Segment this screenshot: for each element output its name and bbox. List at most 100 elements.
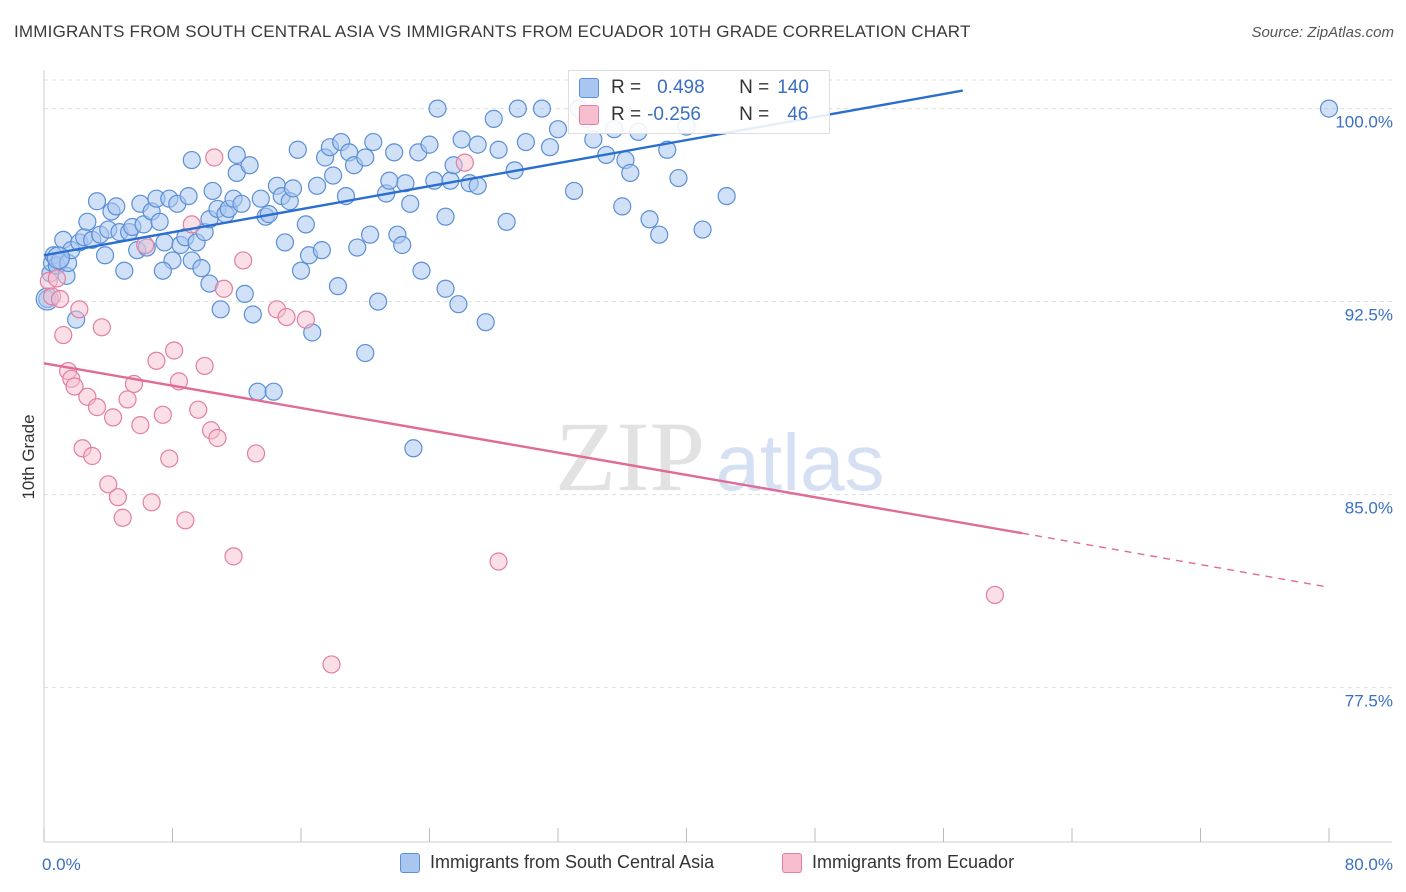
blue-data-point — [436, 279, 455, 298]
pink-data-point — [153, 405, 172, 424]
pink-swatch-icon — [579, 105, 599, 125]
y-tick-label: 77.5% — [1345, 692, 1393, 711]
blue-data-point — [669, 168, 688, 188]
blue-data-point — [369, 292, 388, 311]
blue-data-point — [283, 179, 303, 198]
blue-data-point — [324, 166, 343, 185]
pink-data-point — [296, 310, 315, 329]
blue-data-point — [328, 277, 348, 296]
watermark: ZIP atlas — [555, 401, 884, 512]
blue-data-point — [248, 382, 267, 401]
blue-data-point — [107, 197, 126, 216]
legend-swatch-blue-icon — [400, 852, 420, 873]
y-tick-label: 92.5% — [1345, 306, 1393, 325]
pink-data-point — [165, 341, 184, 360]
pink-data-point — [65, 377, 84, 396]
blue-data-point — [621, 163, 640, 183]
pink-data-point — [195, 356, 214, 376]
blue-data-point — [182, 150, 201, 170]
blue-data-point — [508, 99, 527, 118]
blue-data-point — [179, 186, 198, 206]
series-pink-points — [39, 148, 1005, 674]
blue-data-point — [717, 186, 736, 206]
blue-data-point — [404, 439, 423, 458]
blue-data-point — [484, 109, 503, 128]
blue-data-point — [356, 148, 375, 167]
n-label: N = — [739, 104, 770, 125]
x-tick-label: 80.0% — [1345, 855, 1393, 874]
blue-data-point — [307, 176, 327, 195]
blue-data-point — [291, 261, 311, 280]
legend-label-blue: Immigrants from South Central Asia — [430, 852, 715, 872]
pink-data-point — [489, 552, 508, 571]
pink-trend-line-dashed — [1022, 532, 1330, 588]
blue-data-point — [155, 233, 174, 252]
blue-n-value: 140 — [777, 77, 809, 98]
blue-data-point — [288, 140, 307, 159]
blue-data-point — [360, 225, 380, 244]
pink-data-point — [176, 511, 195, 530]
blue-data-point — [396, 174, 415, 193]
blue-data-point — [516, 132, 535, 152]
pink-data-point — [118, 390, 137, 409]
blue-data-point — [78, 212, 97, 231]
pink-data-point — [92, 318, 111, 337]
blue-data-point — [650, 225, 669, 244]
n-label: N = — [739, 77, 770, 98]
y-tick-label: 100.0% — [1335, 113, 1393, 132]
pink-r-value: -0.256 — [647, 104, 701, 125]
blue-data-point — [412, 261, 431, 280]
tick-labels: 77.5% 85.0% 92.5% 100.0% 0.0% 80.0% — [42, 113, 1393, 874]
blue-data-point — [203, 181, 222, 201]
blue-data-point — [540, 138, 560, 157]
blue-data-point — [693, 220, 712, 239]
pink-data-point — [142, 493, 161, 512]
pink-data-point — [160, 449, 179, 468]
blue-data-point — [251, 189, 270, 208]
blue-data-point — [235, 284, 254, 303]
legend-item-ecuador[interactable]: Immigrants from Ecuador — [782, 852, 1014, 873]
blue-data-point — [364, 132, 383, 152]
chart-title: IMMIGRANTS FROM SOUTH CENTRAL ASIA VS IM… — [14, 22, 971, 41]
legend-swatch-pink-icon — [782, 852, 802, 873]
blue-data-point — [211, 300, 230, 319]
pink-data-point — [103, 408, 123, 427]
blue-data-point — [348, 238, 367, 257]
blue-data-point — [613, 197, 632, 216]
blue-swatch-icon — [579, 78, 599, 98]
blue-data-point — [532, 99, 552, 118]
blue-data-point — [227, 145, 246, 165]
stats-row-pink: R = -0.256 N = 46 — [579, 102, 808, 128]
blue-data-point — [548, 120, 568, 139]
pink-data-point — [83, 446, 102, 466]
blue-data-point — [401, 194, 420, 213]
pink-data-point — [277, 307, 296, 327]
blue-data-point — [264, 382, 283, 401]
blue-data-point — [428, 99, 447, 118]
axes — [43, 70, 1392, 843]
blue-data-point — [150, 212, 169, 231]
blue-data-point — [192, 259, 211, 278]
blue-data-point — [476, 313, 495, 332]
blue-data-point — [312, 241, 331, 260]
pink-data-point — [47, 269, 66, 288]
blue-data-point — [356, 343, 375, 363]
pink-data-point — [131, 416, 150, 435]
pink-data-point — [246, 444, 266, 463]
pink-data-point — [99, 475, 118, 494]
chart-legend: Immigrants from South Central Asia Immig… — [0, 852, 1406, 878]
blue-r-value: 0.498 — [657, 77, 705, 98]
blue-data-point — [497, 212, 516, 231]
pink-n-value: 46 — [787, 104, 809, 125]
blue-data-point — [420, 135, 439, 154]
pink-trend-line — [43, 362, 1023, 535]
legend-item-south-central-asia[interactable]: Immigrants from South Central Asia — [400, 852, 714, 873]
blue-data-point — [1319, 99, 1339, 118]
blue-data-point — [468, 135, 487, 154]
blue-data-point — [449, 295, 468, 314]
y-tick-label: 85.0% — [1345, 499, 1393, 518]
r-label: R = — [611, 104, 642, 125]
blue-data-point — [452, 130, 471, 149]
pink-data-point — [108, 488, 127, 507]
